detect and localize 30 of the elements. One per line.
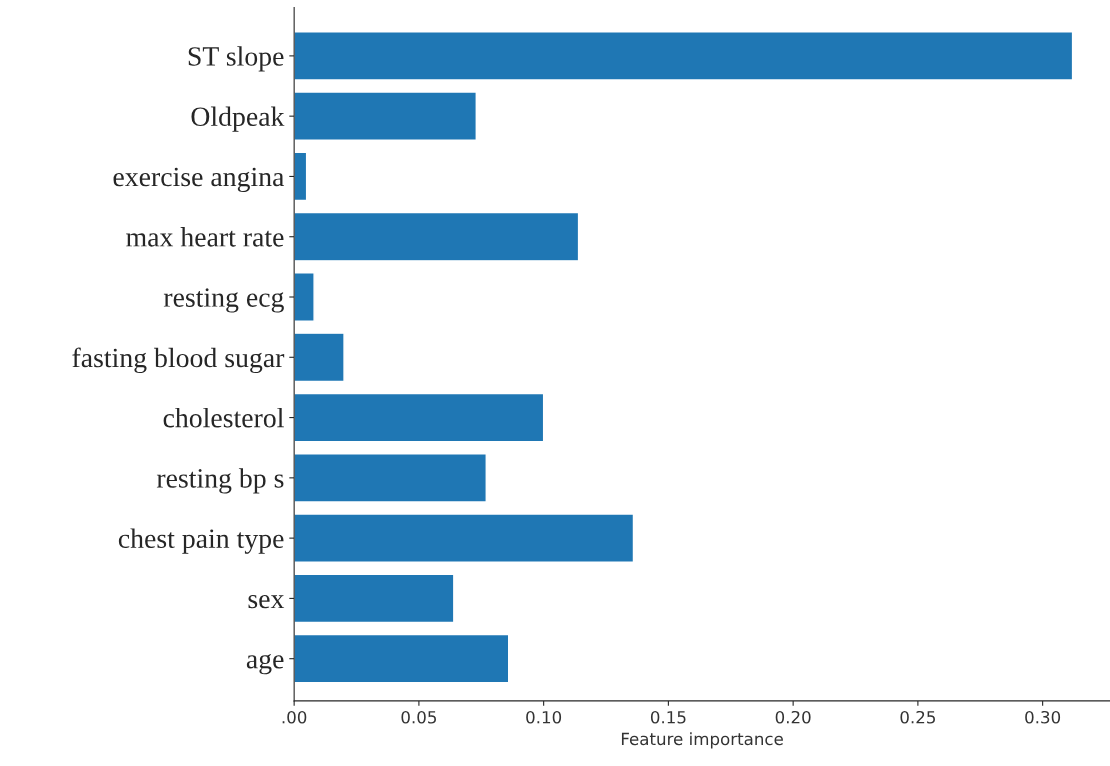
y-tick-label: sex — [248, 594, 285, 609]
y-tick-label: exercise angina — [113, 167, 285, 193]
x-tick-label: .00 — [282, 710, 307, 724]
x-axis-title: Feature importance — [621, 732, 783, 749]
x-tick-label: 0.25 — [900, 710, 935, 724]
y-tick-label: chest pain type — [118, 528, 284, 554]
y-tick-label: fasting blood sugar — [72, 347, 285, 374]
x-tick-label: 0.30 — [1025, 710, 1061, 724]
y-tick-label: age — [246, 654, 284, 675]
y-tick-label: max heart rate — [126, 227, 284, 247]
bar — [294, 332, 345, 383]
bar — [294, 573, 455, 624]
y-tick-label: Oldpeak — [191, 106, 285, 132]
bar — [294, 91, 477, 141]
bar — [294, 151, 308, 202]
bar — [294, 272, 315, 322]
bar — [294, 453, 487, 503]
x-tick-label: 0.15 — [650, 710, 686, 724]
y-tick-label: ST slope — [188, 46, 284, 72]
y-tick-label: resting bp s — [156, 468, 284, 494]
bar — [294, 392, 545, 443]
y-tick-label: cholesterol — [163, 407, 284, 428]
x-tick-label: 0.05 — [401, 710, 436, 724]
x-tick-label: 0.10 — [526, 710, 562, 724]
bar — [294, 31, 1074, 81]
bar — [294, 211, 580, 262]
y-tick-label: resting ecg — [163, 288, 284, 313]
bar — [294, 633, 510, 684]
x-tick-label: 0.20 — [775, 710, 811, 724]
bar — [294, 513, 635, 563]
